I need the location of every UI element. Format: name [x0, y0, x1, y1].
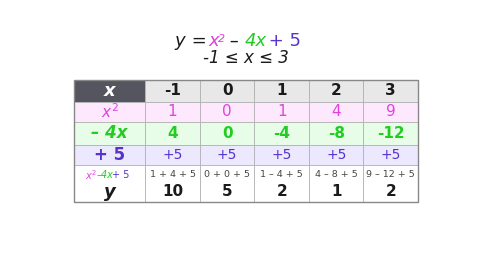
- Bar: [145, 165, 200, 202]
- Text: 3: 3: [385, 83, 396, 99]
- Bar: [254, 80, 309, 102]
- Bar: [74, 165, 145, 202]
- Bar: [74, 80, 145, 102]
- Text: 2: 2: [385, 184, 396, 199]
- Text: 5: 5: [222, 184, 232, 199]
- Bar: [309, 165, 363, 202]
- Bar: [254, 145, 309, 165]
- Text: 4 – 8 + 5: 4 – 8 + 5: [315, 170, 358, 179]
- Text: 1: 1: [331, 184, 341, 199]
- Bar: [200, 145, 254, 165]
- Text: –4x: –4x: [96, 170, 113, 180]
- Text: 4: 4: [167, 126, 178, 141]
- Text: y: y: [175, 32, 185, 50]
- Bar: [200, 80, 254, 102]
- Text: 1 + 4 + 5: 1 + 4 + 5: [150, 170, 195, 179]
- Text: 2: 2: [276, 184, 287, 199]
- Bar: [74, 145, 145, 165]
- Bar: [363, 80, 418, 102]
- Bar: [74, 80, 418, 202]
- Bar: [363, 145, 418, 165]
- Bar: [254, 122, 309, 145]
- Bar: [254, 102, 309, 122]
- Text: – 4x: – 4x: [91, 124, 128, 142]
- Text: =: =: [186, 32, 213, 50]
- Bar: [254, 165, 309, 202]
- Bar: [200, 165, 254, 202]
- Text: 4x: 4x: [244, 32, 266, 50]
- Text: 9 – 12 + 5: 9 – 12 + 5: [366, 170, 415, 179]
- Text: x: x: [209, 32, 219, 50]
- Text: 2: 2: [331, 83, 342, 99]
- Bar: [363, 122, 418, 145]
- Text: + 5: + 5: [94, 146, 125, 164]
- Text: 0: 0: [222, 83, 232, 99]
- Text: + 5: + 5: [112, 170, 129, 180]
- Bar: [145, 122, 200, 145]
- Text: -4: -4: [273, 126, 290, 141]
- Text: –: –: [224, 32, 245, 50]
- Text: -1 ≤ x ≤ 3: -1 ≤ x ≤ 3: [203, 49, 289, 67]
- Text: x: x: [104, 82, 115, 100]
- Bar: [363, 165, 418, 202]
- Text: 10: 10: [162, 184, 183, 199]
- Text: -8: -8: [328, 126, 345, 141]
- Text: 0: 0: [222, 104, 232, 119]
- Bar: [309, 145, 363, 165]
- Text: 1: 1: [277, 104, 287, 119]
- Text: 1: 1: [276, 83, 287, 99]
- Bar: [200, 102, 254, 122]
- Text: 4: 4: [331, 104, 341, 119]
- Text: 1 – 4 + 5: 1 – 4 + 5: [260, 170, 303, 179]
- Text: 1: 1: [168, 104, 177, 119]
- Bar: [363, 102, 418, 122]
- Bar: [309, 122, 363, 145]
- Bar: [145, 102, 200, 122]
- Text: $x^2$: $x^2$: [85, 168, 97, 182]
- Text: -1: -1: [164, 83, 181, 99]
- Text: +5: +5: [381, 148, 401, 162]
- Text: 9: 9: [386, 104, 396, 119]
- Bar: [145, 80, 200, 102]
- Text: +5: +5: [217, 148, 237, 162]
- Bar: [200, 122, 254, 145]
- Text: y: y: [104, 183, 116, 201]
- Text: +5: +5: [326, 148, 347, 162]
- Text: + 5: + 5: [263, 32, 301, 50]
- Text: +5: +5: [162, 148, 183, 162]
- Text: +5: +5: [272, 148, 292, 162]
- Text: -12: -12: [377, 126, 405, 141]
- Text: 0: 0: [222, 126, 232, 141]
- Bar: [309, 80, 363, 102]
- Bar: [74, 122, 145, 145]
- Bar: [74, 102, 145, 122]
- Bar: [145, 145, 200, 165]
- Text: 2: 2: [218, 34, 225, 44]
- Text: $x^2$: $x^2$: [101, 102, 119, 121]
- Bar: [309, 102, 363, 122]
- Text: 0 + 0 + 5: 0 + 0 + 5: [204, 170, 250, 179]
